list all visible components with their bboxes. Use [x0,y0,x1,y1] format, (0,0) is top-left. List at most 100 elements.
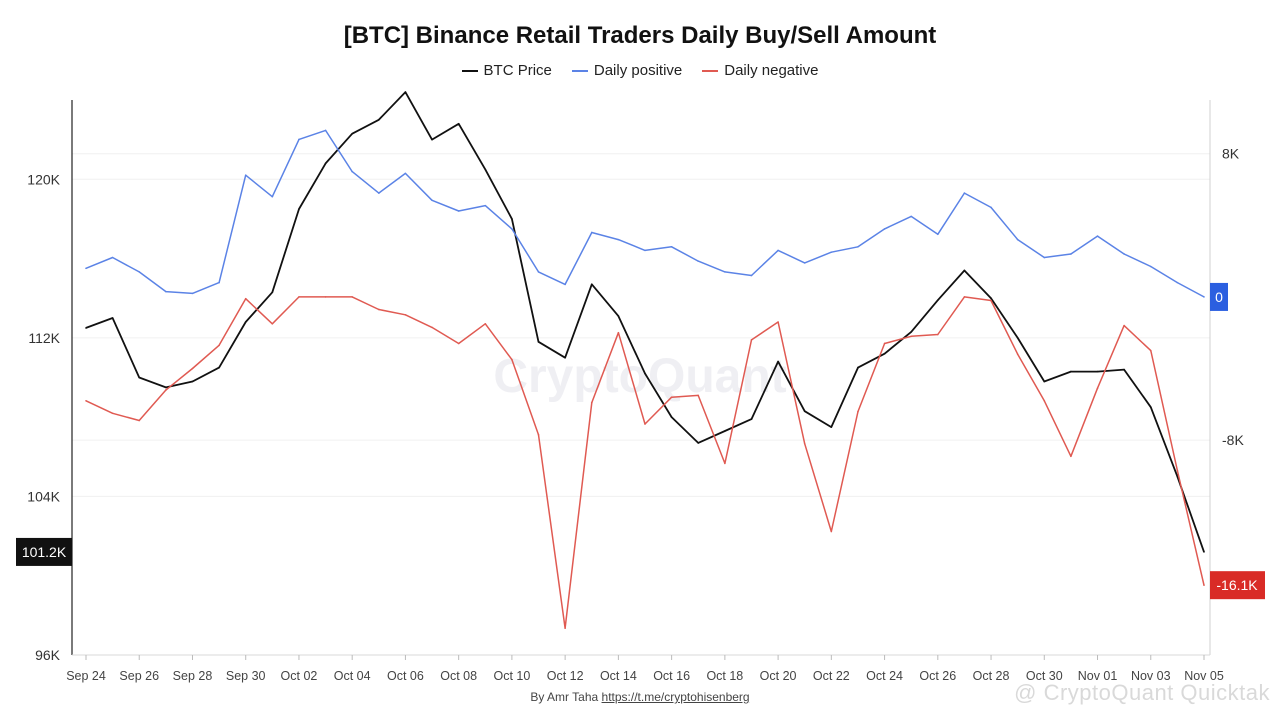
x-tick-label: Oct 08 [440,669,477,683]
data-point-btc-price [590,283,593,286]
x-tick-label: Oct 18 [706,669,743,683]
x-tick-label: Oct 14 [600,669,637,683]
data-point-btc-price [883,352,886,355]
data-point-daily-positive [564,283,566,286]
data-point-daily-positive [484,204,487,207]
data-point-daily-negative [351,296,353,298]
data-point-daily-positive [298,138,300,141]
data-point-daily-positive [777,249,779,252]
data-point-daily-negative [111,412,114,415]
x-tick-label: Oct 24 [866,669,903,683]
data-point-daily-positive [324,129,327,132]
data-point-daily-positive [590,231,593,234]
legend-swatch-daily-negative [702,69,719,72]
data-point-daily-negative [1016,353,1019,356]
data-point-daily-positive [85,267,87,270]
data-point-btc-price [617,315,620,317]
data-point-btc-price [351,132,353,135]
data-point-daily-positive [138,271,141,273]
legend-item-daily-positive[interactable]: Daily positive [571,62,682,79]
footer-credit: By Amr Taha https://t.me/cryptohisenberg [0,690,1280,704]
data-point-btc-price [165,386,167,389]
data-point-daily-negative [1070,455,1072,458]
data-point-btc-price [564,356,566,359]
data-point-daily-negative [537,433,540,436]
x-tick-label: Sep 24 [66,669,106,683]
series-line-btc-price [85,91,1205,553]
data-point-btc-price [138,376,141,379]
data-point-btc-price [750,418,753,420]
y-left-tick-label: 120K [27,171,60,187]
data-point-daily-negative [883,342,886,345]
x-tick-label: Oct 16 [653,669,690,683]
data-point-daily-negative [830,530,833,533]
x-tick-label: Oct 02 [281,669,318,683]
series-lines [85,91,1205,629]
negative-end-badge [1210,571,1265,600]
data-point-daily-positive [218,281,220,284]
data-point-btc-price [1016,337,1019,339]
data-point-daily-positive [1176,281,1179,284]
data-point-daily-positive [165,290,167,293]
data-point-daily-negative [724,462,726,465]
x-tick-label: Sep 30 [226,669,266,683]
data-point-daily-negative [457,342,460,345]
data-point-daily-negative [670,396,673,398]
y-left-tick-label: 96K [35,647,61,663]
x-tick-label: Oct 28 [973,669,1010,683]
data-point-daily-negative [1203,584,1205,586]
data-point-daily-positive [378,192,380,194]
data-point-btc-price [191,380,194,383]
data-point-btc-price [244,321,247,323]
footer-link[interactable]: https://t.me/cryptohisenberg [601,690,750,704]
x-tick-label: Sep 28 [173,669,213,683]
data-point-daily-positive [404,172,407,175]
data-point-daily-negative [138,419,141,422]
data-point-btc-price [1176,475,1179,478]
data-point-btc-price [777,360,779,363]
negative-end-badge-label: -16.1K [1216,577,1258,593]
legend-item-daily-negative[interactable]: Daily negative [702,62,818,79]
data-point-btc-price [910,331,912,333]
data-point-btc-price [644,372,646,375]
data-point-daily-negative [1043,399,1046,402]
data-point-btc-price [537,341,540,343]
legend-item-btc-price[interactable]: BTC Price [461,62,552,79]
data-point-btc-price [830,426,833,428]
data-point-btc-price [404,91,407,93]
data-point-daily-negative [511,358,513,361]
data-point-btc-price [484,168,487,171]
data-point-daily-negative [590,401,593,404]
end-value-badges: 101.2K 0 -16.1K [16,282,1265,600]
data-point-btc-price [85,327,87,329]
x-tick-label: Nov 01 [1078,669,1118,683]
data-point-btc-price [1043,380,1046,383]
data-point-btc-price [324,162,327,165]
data-point-daily-positive [990,206,992,209]
data-point-daily-negative [484,322,487,325]
data-point-daily-negative [990,299,992,302]
data-point-daily-positive [111,256,114,259]
x-tick-label: Oct 10 [493,669,530,683]
data-point-daily-positive [1043,256,1046,259]
data-point-daily-negative [431,326,433,329]
x-tick-label: Oct 20 [760,669,797,683]
legend-label-btc-price: BTC Price [483,62,552,79]
data-point-daily-positive [1203,296,1205,298]
data-point-daily-positive [511,228,513,230]
data-point-btc-price [1070,370,1072,373]
x-tick-label: Sep 26 [119,669,159,683]
data-point-daily-positive [1016,238,1019,241]
data-point-btc-price [511,218,513,220]
data-point-daily-positive [1149,265,1152,268]
y-right-tick-label: 8K [1222,146,1240,162]
data-point-daily-positive [351,170,353,173]
data-point-daily-positive [457,210,460,212]
data-point-daily-positive [910,215,912,218]
data-point-btc-price [670,416,673,418]
legend-swatch-daily-positive [571,69,588,72]
data-point-btc-price [1203,551,1205,553]
data-point-daily-negative [298,296,300,298]
x-tick-label: Oct 22 [813,669,850,683]
